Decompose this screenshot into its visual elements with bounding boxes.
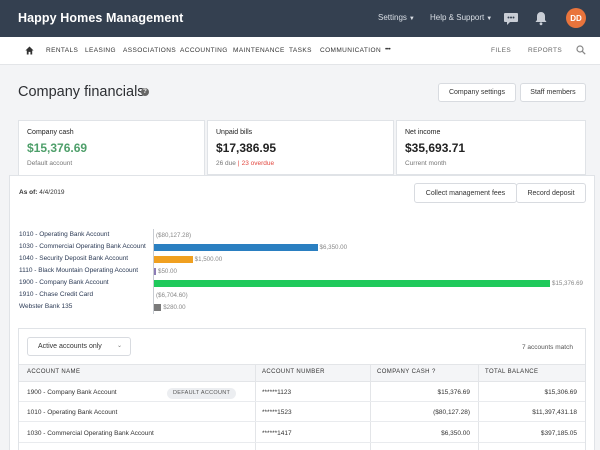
column-header-account-number[interactable]: ACCOUNT NUMBER bbox=[262, 369, 325, 375]
account-name-cell[interactable]: 1030 - Commercial Operating Bank Account bbox=[27, 430, 154, 437]
company-cash-value: $15,376.69 bbox=[27, 141, 88, 155]
chart-value-label: $6,350.00 bbox=[319, 243, 348, 251]
top-bar: Happy Homes Management Settings ▼ Help & … bbox=[0, 0, 600, 37]
total-balance-cell: $397,185.05 bbox=[540, 430, 577, 437]
brand-name[interactable]: Happy Homes Management bbox=[18, 11, 184, 25]
nav-item-rentals[interactable]: RENTALS bbox=[46, 47, 79, 54]
company-cash-card[interactable]: Company cash $15,376.69 Default account bbox=[18, 120, 205, 176]
chart-value-label: $50.00 bbox=[158, 267, 177, 275]
nav-item-accounting[interactable]: ACCOUNTING bbox=[180, 47, 228, 54]
account-number-cell: ******1123 bbox=[262, 389, 292, 396]
chart-category-label: 1110 - Black Mountain Operating Account bbox=[19, 267, 138, 274]
chart-category-label: 1010 - Operating Bank Account bbox=[19, 231, 110, 238]
as-of-date: As of: 4/4/2019 bbox=[19, 189, 65, 196]
net-income-card[interactable]: Net income $35,693.71 Current month bbox=[396, 120, 586, 175]
chart-category-label: 1030 - Commercial Operating Bank Account bbox=[19, 243, 146, 250]
record-deposit-button[interactable]: Record deposit bbox=[516, 183, 586, 203]
account-filter-select[interactable]: Active accounts only ⌄ bbox=[27, 337, 131, 356]
home-icon[interactable] bbox=[25, 46, 34, 55]
nav-item-leasing[interactable]: LEASING bbox=[85, 47, 116, 54]
column-divider bbox=[370, 364, 371, 450]
company-cash-cell: $15,376.69 bbox=[437, 389, 470, 396]
chevron-down-icon: ⌄ bbox=[116, 343, 122, 349]
company-cash-sub: Default account bbox=[27, 160, 73, 167]
column-header-total-balance[interactable]: TOTAL BALANCE bbox=[485, 369, 539, 375]
column-divider bbox=[478, 364, 479, 450]
account-name-cell[interactable]: 1900 - Company Bank Account bbox=[27, 389, 117, 396]
nav-item-communication[interactable]: COMMUNICATION bbox=[320, 47, 382, 54]
chart-category-label: Webster Bank 135 bbox=[19, 303, 73, 310]
accounts-match-count: 7 accounts match bbox=[522, 344, 573, 351]
account-number-cell: ******1523 bbox=[262, 409, 292, 416]
company-cash-cell: ($80,127.28) bbox=[433, 409, 470, 416]
column-divider bbox=[255, 364, 256, 450]
collect-management-fees-button[interactable]: Collect management fees bbox=[414, 183, 517, 203]
chart-category-label: 1040 - Security Deposit Bank Account bbox=[19, 255, 129, 262]
chart-value-label: $1,500.00 bbox=[194, 255, 223, 263]
chart-category-label: 1910 - Chase Credit Card bbox=[19, 291, 94, 298]
nav-item-associations[interactable]: ASSOCIATIONS bbox=[123, 47, 177, 54]
chart-value-label: $280.00 bbox=[163, 303, 186, 311]
chart-bar[interactable] bbox=[154, 268, 156, 275]
table-row[interactable] bbox=[19, 382, 585, 402]
table-header bbox=[19, 364, 585, 382]
table-row[interactable] bbox=[19, 423, 585, 443]
company-cash-cell: $6,350.00 bbox=[441, 430, 470, 437]
chart-value-label: ($6,704.60) bbox=[156, 291, 188, 299]
column-header-company-cash[interactable]: COMPANY CASH ? bbox=[377, 369, 436, 375]
account-number-cell: ******1417 bbox=[262, 430, 292, 437]
net-income-label: Net income bbox=[405, 129, 441, 136]
company-settings-button[interactable]: Company settings bbox=[438, 83, 516, 102]
net-income-value: $35,693.71 bbox=[405, 141, 466, 155]
column-header-account-name[interactable]: ACCOUNT NAME bbox=[27, 369, 81, 375]
nav-item-tasks[interactable]: TASKS bbox=[289, 47, 312, 54]
help-support-menu[interactable]: Help & Support ▼ bbox=[430, 13, 492, 22]
nav-item-maintenance[interactable]: MAINTENANCE bbox=[233, 47, 285, 54]
unpaid-bills-sub: 26 due | 23 overdue bbox=[216, 160, 274, 167]
help-icon[interactable]: ? bbox=[141, 88, 149, 96]
as-of-value: 4/4/2019 bbox=[39, 189, 65, 196]
chart-category-label: 1900 - Company Bank Account bbox=[19, 279, 109, 286]
nav-item-files[interactable]: FILES bbox=[491, 47, 512, 54]
as-of-label: As of: bbox=[19, 189, 38, 196]
chevron-down-icon: ▼ bbox=[486, 16, 493, 22]
total-balance-cell: $15,306.69 bbox=[544, 389, 577, 396]
bell-icon[interactable] bbox=[533, 10, 549, 26]
table-row[interactable] bbox=[19, 402, 585, 422]
chart-axis bbox=[153, 229, 154, 314]
accounts-table-card bbox=[18, 328, 586, 450]
default-account-badge: DEFAULT ACCOUNT bbox=[167, 388, 237, 399]
page-title: Company financials bbox=[18, 84, 145, 100]
chevron-down-icon: ▼ bbox=[408, 16, 415, 22]
help-support-label: Help & Support bbox=[430, 13, 485, 22]
nav-item-reports[interactable]: REPORTS bbox=[528, 47, 563, 54]
due-count: 26 due bbox=[216, 160, 236, 167]
avatar[interactable]: DD bbox=[566, 8, 586, 28]
account-name-cell[interactable]: 1010 - Operating Bank Account bbox=[27, 409, 118, 416]
divider: | bbox=[237, 160, 240, 167]
chart-bar[interactable] bbox=[154, 304, 162, 311]
main-nav: RENTALS LEASING ASSOCIATIONS ACCOUNTING … bbox=[0, 37, 600, 65]
chart-bar[interactable] bbox=[154, 256, 193, 263]
overdue-count[interactable]: 23 overdue bbox=[241, 160, 275, 167]
unpaid-bills-value: $17,386.95 bbox=[216, 141, 277, 155]
chat-icon[interactable] bbox=[503, 10, 519, 26]
chart-value-label: ($80,127.28) bbox=[156, 231, 192, 239]
settings-label: Settings bbox=[378, 13, 407, 22]
company-cash-label: Company cash bbox=[27, 129, 74, 136]
account-filter-value: Active accounts only bbox=[38, 343, 102, 350]
settings-menu[interactable]: Settings ▼ bbox=[378, 13, 415, 22]
search-icon[interactable] bbox=[576, 45, 586, 55]
unpaid-bills-card[interactable]: Unpaid bills $17,386.95 26 due | 23 overdu… bbox=[207, 120, 394, 175]
chart-bar[interactable] bbox=[154, 280, 550, 287]
net-income-sub: Current month bbox=[405, 160, 447, 167]
staff-members-button[interactable]: Staff members bbox=[520, 83, 586, 102]
chart-value-label: $15,376.69 bbox=[552, 279, 583, 287]
total-balance-cell: $11,397,431.18 bbox=[532, 409, 577, 416]
chart-bar[interactable] bbox=[154, 244, 318, 251]
unpaid-bills-label: Unpaid bills bbox=[216, 129, 253, 136]
more-menu-icon[interactable]: ••• bbox=[385, 46, 391, 53]
